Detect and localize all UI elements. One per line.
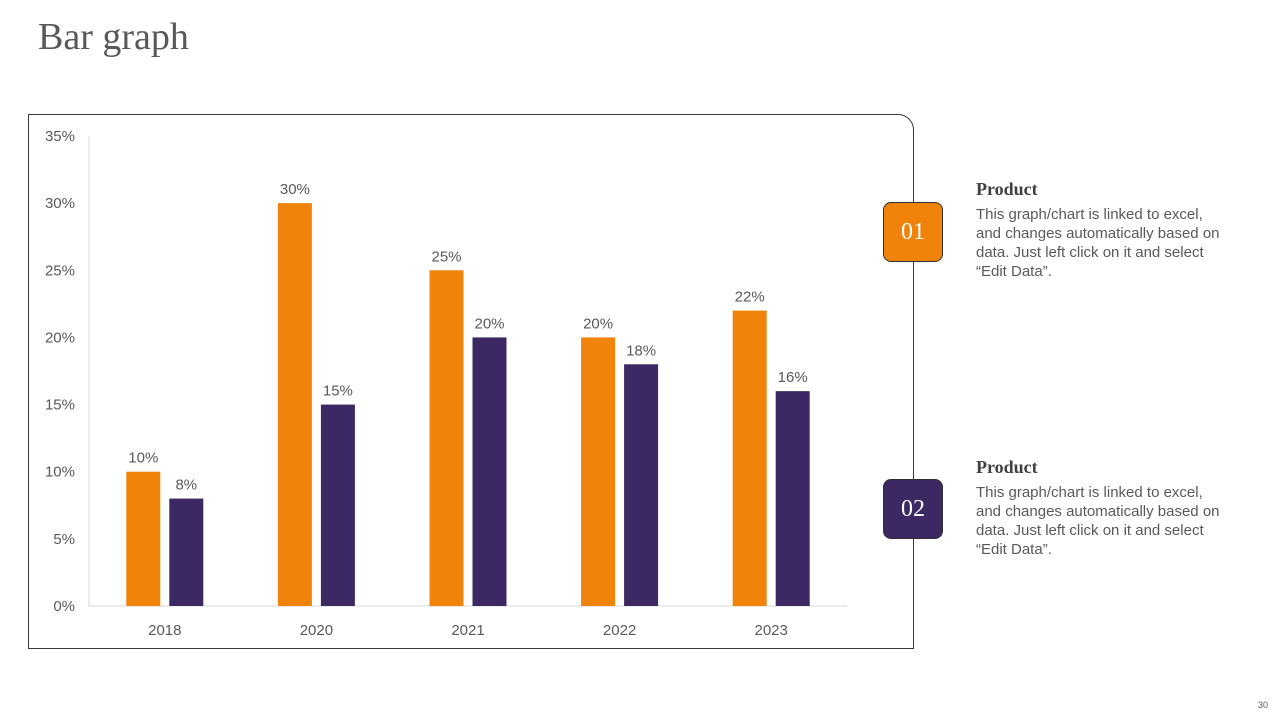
data-label: 8% (175, 477, 197, 494)
data-label: 10% (128, 450, 158, 467)
y-tick-label: 20% (45, 329, 75, 346)
data-label: 15% (323, 383, 353, 400)
y-tick-label: 35% (45, 128, 75, 145)
bar-series-1-2020 (277, 203, 312, 606)
x-tick-label: 2022 (603, 622, 636, 639)
data-label: 16% (778, 369, 808, 386)
product-01-title: Product (976, 179, 1038, 199)
slide-title: Bar graph (38, 16, 189, 58)
x-tick-label: 2018 (148, 622, 181, 639)
product-01-text: This graph/chart is linked to excel, and… (976, 206, 1220, 280)
product-02-badge: 02 (883, 479, 943, 539)
y-tick-label: 15% (45, 397, 75, 414)
product-02-title: Product (976, 457, 1038, 477)
bar-series-2-2020 (320, 404, 355, 606)
chart-container: 0% 5% 10% 15% 20% 25% 30% 35% 10% 8% 2018 30% 15% 202… (28, 114, 914, 649)
y-tick-label: 25% (45, 262, 75, 279)
bar-series-1-2023 (732, 310, 767, 606)
data-label: 20% (583, 315, 613, 332)
product-02-info: Product This graph/chart is linked to ex… (976, 456, 1226, 559)
bar-series-2-2023 (775, 391, 810, 606)
data-label: 20% (474, 315, 504, 332)
bar-series-2-2021 (472, 337, 507, 606)
data-label: 25% (431, 248, 461, 265)
x-tick-label: 2020 (300, 622, 333, 639)
bar-chart: 0% 5% 10% 15% 20% 25% 30% 35% 10% 8% 2018 30% 15% 202… (45, 128, 847, 639)
product-01-info: Product This graph/chart is linked to ex… (976, 178, 1226, 281)
page-number: 30 (1257, 700, 1268, 710)
y-tick-label: 0% (53, 598, 75, 615)
x-tick-label: 2023 (755, 622, 788, 639)
y-tick-label: 10% (45, 464, 75, 481)
y-tick-label: 5% (53, 531, 75, 548)
product-01-badge: 01 (883, 202, 943, 262)
data-label: 30% (280, 181, 310, 198)
y-tick-label: 30% (45, 195, 75, 212)
data-label: 22% (735, 289, 765, 306)
bar-series-2-2018 (169, 498, 204, 606)
bar-series-1-2021 (429, 270, 464, 606)
bar-series-1-2022 (581, 337, 616, 606)
x-tick-label: 2021 (451, 622, 484, 639)
data-label: 18% (626, 342, 656, 359)
bar-series-1-2018 (126, 471, 161, 606)
bar-series-2-2022 (624, 364, 659, 606)
product-02-text: This graph/chart is linked to excel, and… (976, 484, 1220, 558)
